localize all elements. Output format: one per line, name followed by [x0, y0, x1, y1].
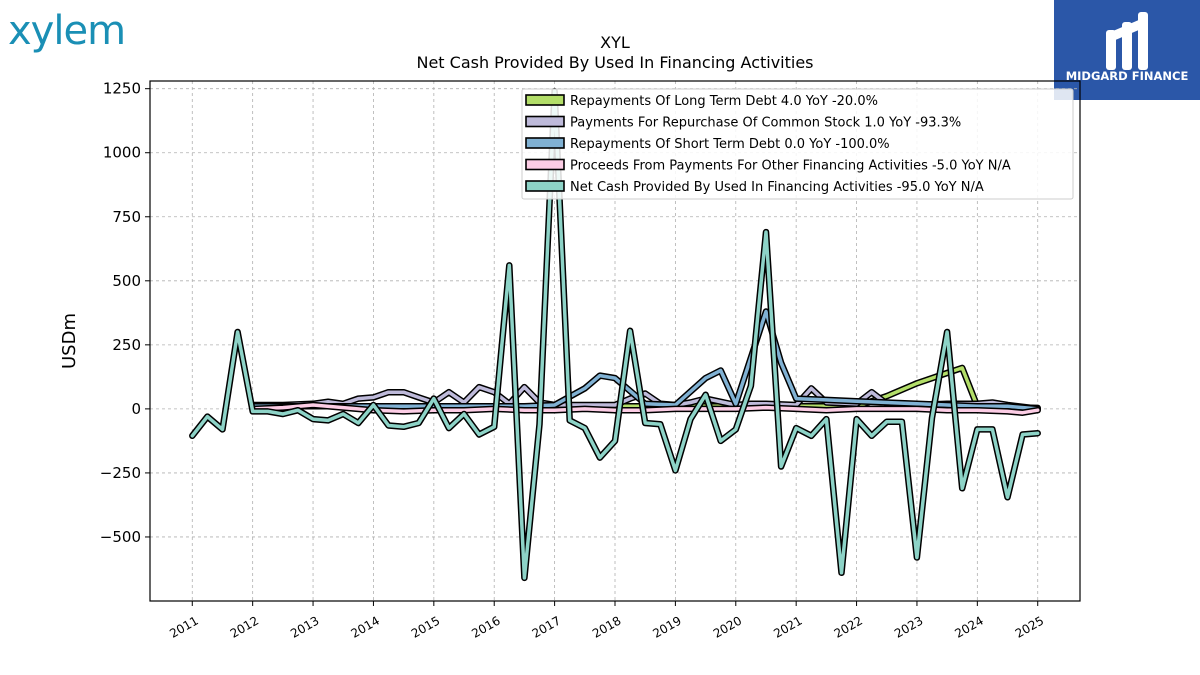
xylem-logo: xylem — [8, 8, 126, 54]
x-tick-label: 2018 — [590, 613, 623, 640]
y-tick-label: −500 — [100, 528, 141, 546]
chart-subtitle: Net Cash Provided By Used In Financing A… — [416, 53, 813, 72]
x-tick-label: 2024 — [952, 613, 985, 640]
x-tick-label: 2025 — [1013, 613, 1046, 640]
legend-entry: Proceeds From Payments For Other Financi… — [570, 159, 1011, 174]
y-tick-label: 750 — [112, 208, 141, 226]
legend-swatch — [525, 115, 565, 128]
series-line — [190, 89, 1040, 580]
y-tick-label: −250 — [100, 464, 141, 482]
x-tick-label: 2019 — [650, 613, 683, 640]
legend-entry: Repayments Of Long Term Debt 4.0 YoY -20… — [570, 94, 878, 109]
legend-entry: Net Cash Provided By Used In Financing A… — [570, 180, 984, 195]
y-tick-label: 1000 — [103, 144, 141, 162]
series-4 — [189, 87, 1041, 582]
x-tick-label: 2013 — [288, 613, 321, 640]
legend-swatch — [525, 137, 565, 149]
legend-entry: Repayments Of Short Term Debt 0.0 YoY -1… — [570, 137, 890, 152]
y-tick-label: 1250 — [103, 80, 141, 98]
series-lines — [189, 87, 1041, 582]
x-tick-label: 2011 — [167, 613, 200, 640]
y-tick-label: 0 — [131, 400, 141, 418]
x-tick-label: 2014 — [348, 613, 381, 640]
x-axis-ticks: 2011 2012 2013 2014 2015 2016 2017 2018 2019 2020… — [167, 601, 1046, 641]
y-axis-label: USDm — [59, 313, 80, 369]
x-tick-label: 2022 — [832, 613, 865, 640]
x-tick-label: 2020 — [711, 613, 744, 640]
y-tick-label: 250 — [112, 336, 141, 354]
y-tick-label: 500 — [112, 272, 141, 290]
midgard-finance-badge: MIDGARD FINANCE — [1054, 0, 1200, 100]
midgard-logo-icon — [1106, 12, 1148, 70]
x-tick-label: 2023 — [892, 613, 925, 640]
y-axis-ticks: −500 −250 0 250 500 750 1000 1250 — [100, 80, 150, 546]
legend-box — [521, 88, 1074, 200]
x-tick-label: 2017 — [530, 613, 563, 640]
x-tick-label: 2012 — [228, 613, 261, 640]
x-tick-label: 2015 — [409, 613, 442, 640]
legend-swatch — [525, 94, 565, 106]
legend-entry: Payments For Repurchase Of Common Stock … — [570, 116, 961, 131]
chart-title: XYL — [600, 33, 630, 52]
legend-swatch — [525, 180, 565, 192]
legend: Repayments Of Long Term Debt 4.0 YoY -20… — [521, 88, 1074, 200]
midgard-finance-text: MIDGARD FINANCE — [1065, 69, 1189, 83]
x-tick-label: 2016 — [469, 613, 502, 640]
x-tick-label: 2021 — [771, 613, 804, 640]
legend-swatch — [525, 158, 565, 171]
